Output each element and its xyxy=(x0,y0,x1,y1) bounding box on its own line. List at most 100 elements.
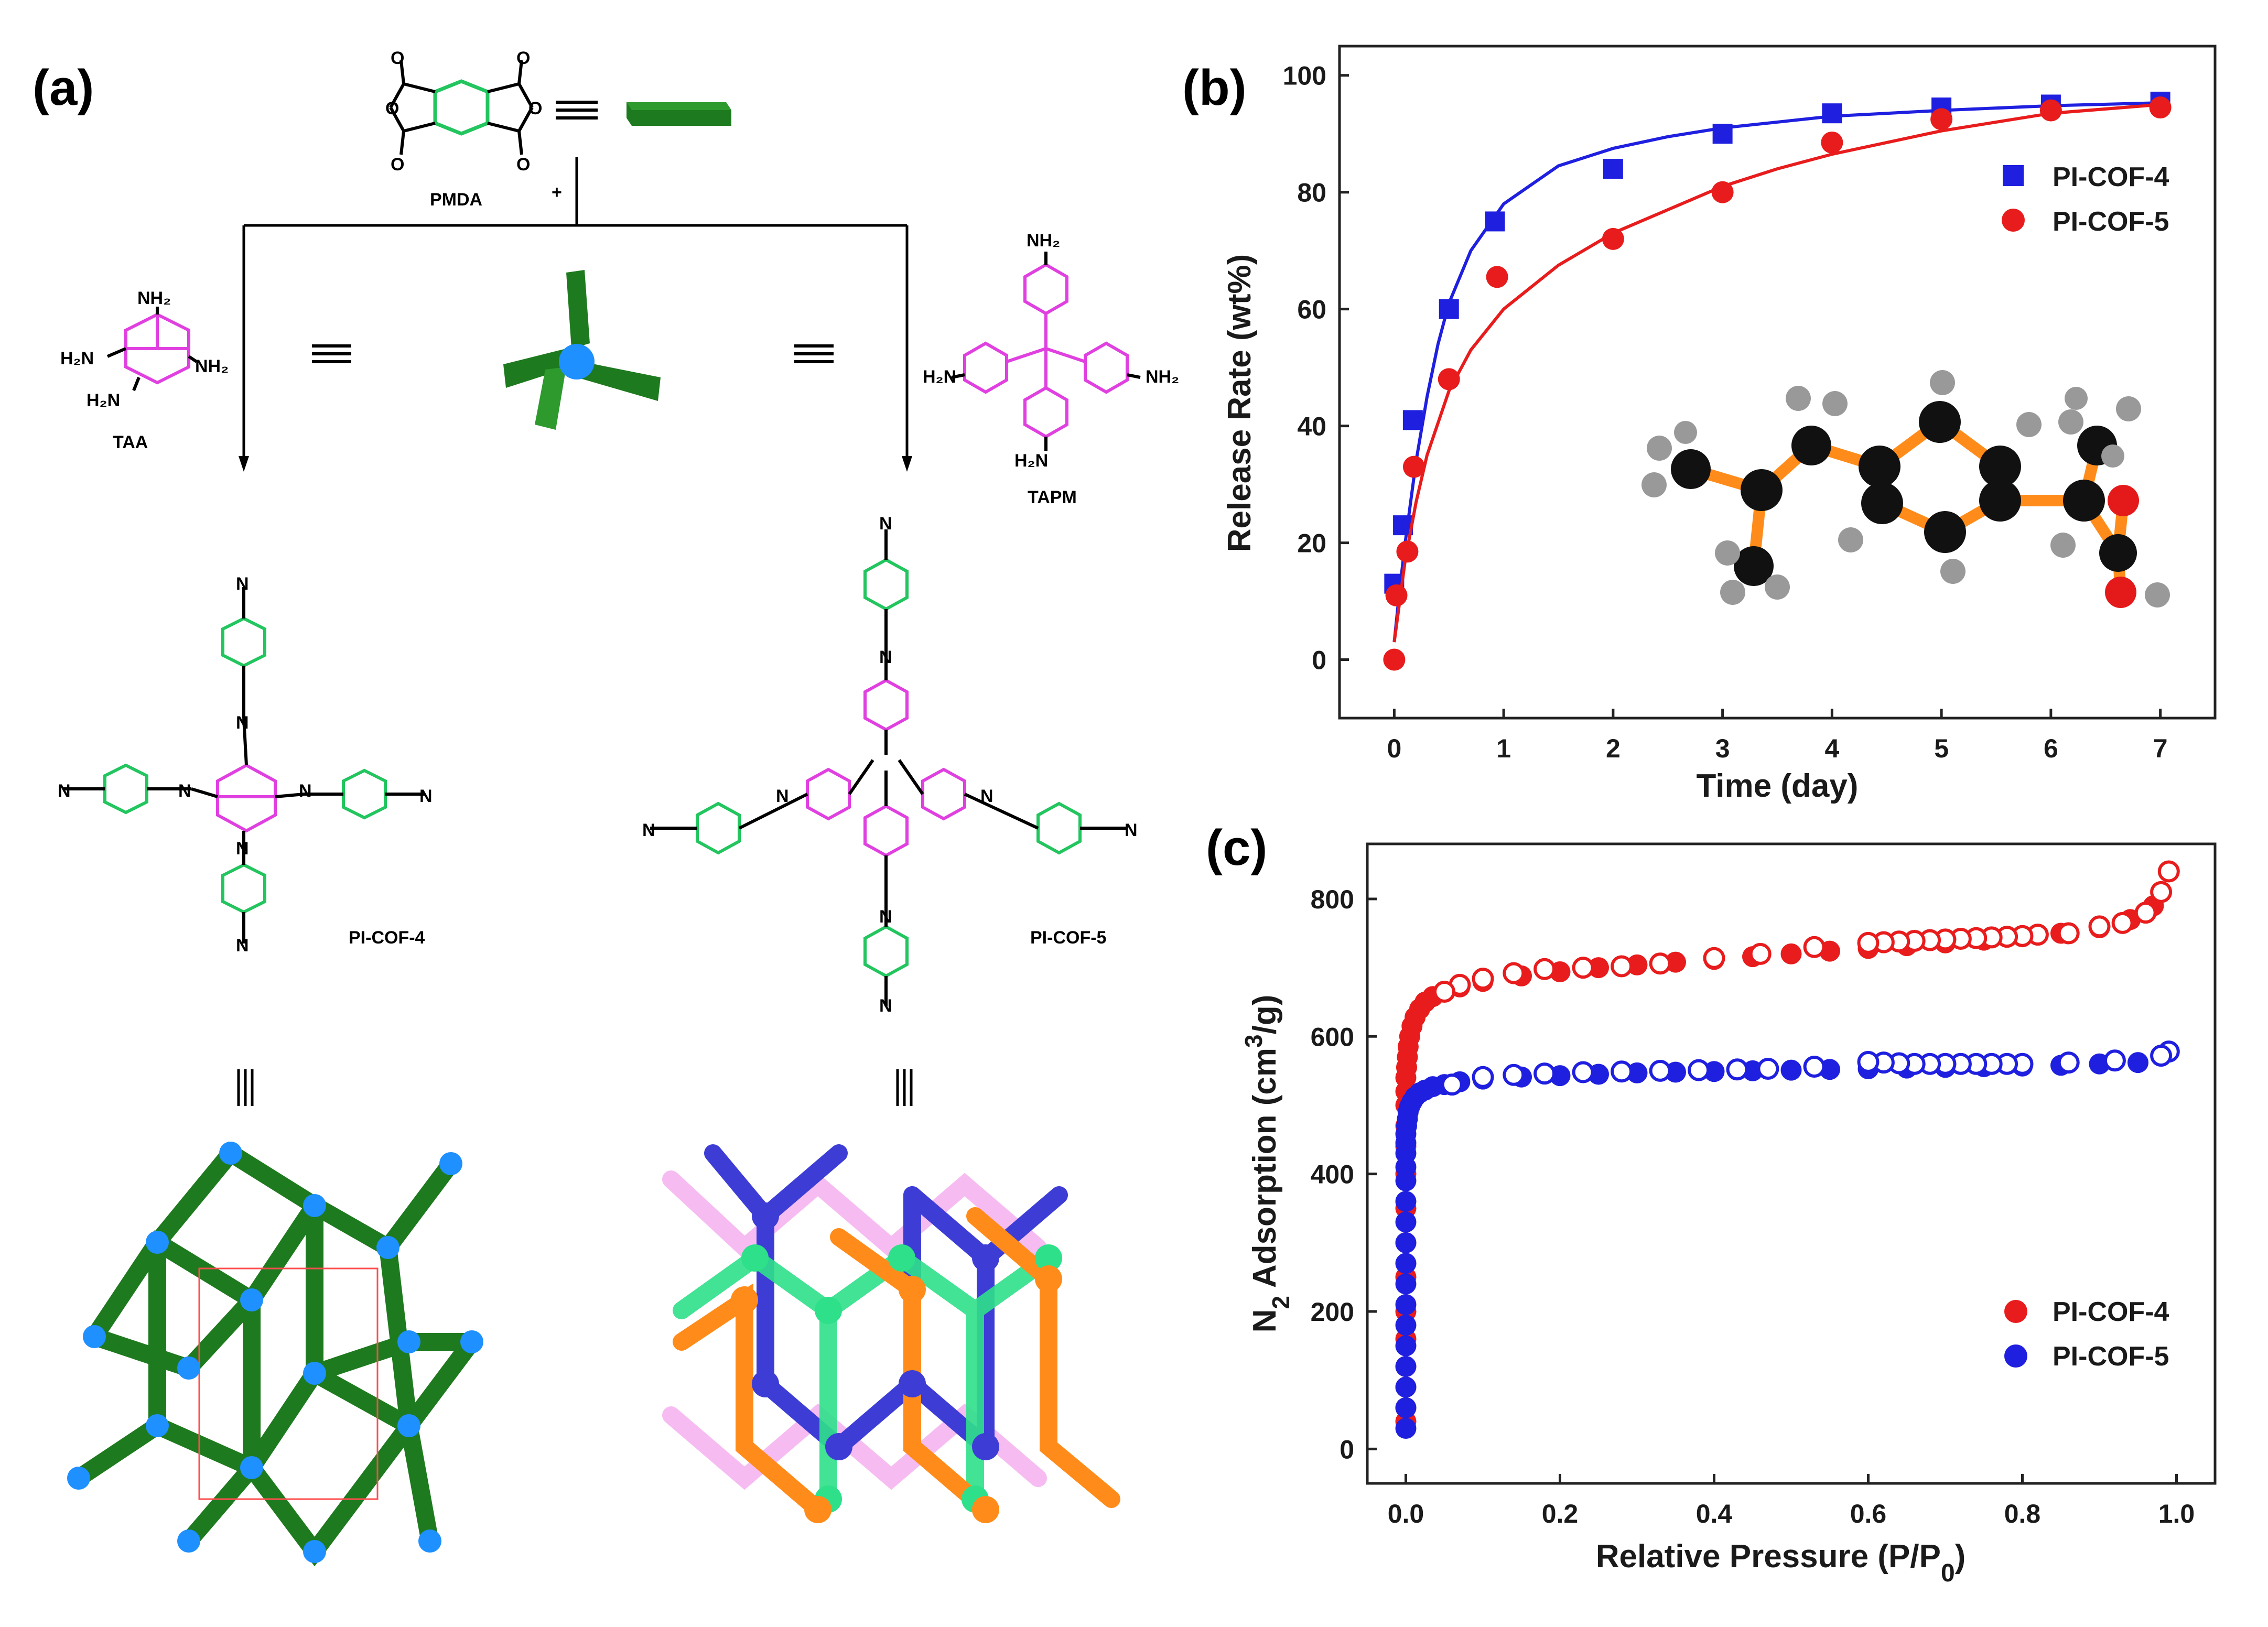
desorption-point xyxy=(1533,1062,1556,1085)
pmda-oxygen: O xyxy=(391,155,404,175)
desorption-point xyxy=(1857,1050,1880,1073)
adsorption-point xyxy=(1588,957,1609,979)
equiv-symbol xyxy=(312,344,351,363)
x-tick-label: 0.4 xyxy=(1696,1499,1733,1528)
desorption-point xyxy=(2134,902,2157,924)
desorption-point xyxy=(2111,912,2134,934)
desorption-point xyxy=(2150,1045,2173,1067)
x-tick-label: 0.0 xyxy=(1388,1499,1424,1528)
adsorption-point xyxy=(1395,1315,1417,1336)
desorption-point xyxy=(1611,1060,1633,1083)
legend-marker xyxy=(2004,1344,2027,1368)
data-point xyxy=(1402,410,1423,430)
y-tick-label: 60 xyxy=(1297,295,1326,324)
desorption-point xyxy=(1441,1073,1463,1096)
legend-label: PI-COF-5 xyxy=(2053,1341,2169,1372)
desorption-point xyxy=(1803,936,1826,958)
linker-rod-icon xyxy=(627,102,731,126)
x-tick-label: 7 xyxy=(2153,734,2168,763)
n-atom: N xyxy=(1125,820,1138,840)
adsorption-point xyxy=(1395,1418,1417,1439)
n-atom: N xyxy=(178,781,191,801)
equiv-symbol xyxy=(556,101,598,120)
pi-cof-4-network xyxy=(67,1141,483,1567)
data-point xyxy=(1821,131,1843,154)
equiv-symbol xyxy=(237,1069,913,1106)
adsorption-point xyxy=(1395,1253,1417,1274)
adsorption-point xyxy=(1395,1355,1417,1377)
n-atom: N xyxy=(879,996,892,1016)
n-atom: N xyxy=(299,781,312,801)
taa-label: TAA xyxy=(113,432,148,452)
panel-b: (b) 0 1 2 3 4 5 6 7 0 20 40 60 80 100 Time (day) Releas… xyxy=(1182,45,2217,804)
y-tick-label: 200 xyxy=(1311,1297,1354,1327)
pmda-oxygen: O xyxy=(516,155,530,175)
nh2-label: H₂N xyxy=(923,367,956,387)
taa-structure xyxy=(124,312,190,385)
nh2-label: NH₂ xyxy=(137,288,171,308)
adsorption-point xyxy=(1395,1335,1417,1357)
fit-curve-pi-cof-5 xyxy=(1392,103,2161,643)
legend-marker xyxy=(2004,1300,2027,1323)
data-point xyxy=(1486,266,1508,288)
data-point xyxy=(2039,99,2062,122)
desorption-point xyxy=(1649,1059,1671,1082)
x-tick-label: 0 xyxy=(1387,734,1401,763)
pmda-oxygen: O xyxy=(516,48,530,68)
y-axis-title: N2 Adsorption (cm3/g) xyxy=(1240,995,1294,1333)
data-point xyxy=(1930,108,1953,131)
n-atom: N xyxy=(879,907,892,927)
adsorption-point xyxy=(1395,1232,1417,1253)
n-atom: N xyxy=(236,713,249,733)
y-tick-label: 80 xyxy=(1297,178,1326,208)
fit-curve-pi-cof-4 xyxy=(1392,101,2161,643)
pmda-label: PMDA xyxy=(430,190,482,210)
reaction-arrows xyxy=(242,157,909,461)
adsorption-point xyxy=(1395,1273,1417,1295)
n-atom: N xyxy=(236,839,249,859)
data-point xyxy=(1396,540,1419,563)
x-tick-label: 1 xyxy=(1496,734,1511,763)
pi-cof-5-structure xyxy=(650,529,1127,1006)
desorption-point xyxy=(1611,955,1633,978)
desorption-point xyxy=(1503,962,1525,984)
y-tick-label: 600 xyxy=(1311,1022,1354,1051)
adsorption-point xyxy=(1780,943,1802,964)
panel-c: (c) 0.0 0.2 0.4 0.6 0.8 1.0 0 200 400 600 800 Relat… xyxy=(1206,820,2217,1587)
legend-label: PI-COF-5 xyxy=(2053,207,2169,237)
legend-marker xyxy=(2002,209,2025,232)
adsorption-point xyxy=(1395,1294,1417,1315)
y-tick-label: 40 xyxy=(1297,412,1326,441)
desorption-point xyxy=(1749,942,1772,965)
data-point xyxy=(1438,368,1460,391)
pmda-oxygen: O xyxy=(385,99,399,118)
x-tick-label: 3 xyxy=(1715,734,1730,763)
legend-marker xyxy=(2003,165,2024,186)
panel-c-label: (c) xyxy=(1206,820,1267,876)
n-atom: N xyxy=(419,786,433,806)
plot-frame xyxy=(1366,842,2217,1485)
data-point xyxy=(1485,211,1505,232)
n-atom: N xyxy=(236,574,249,594)
y-axis-title: Release Rate (wt%) xyxy=(1222,254,1258,552)
pmda-structure xyxy=(389,60,534,155)
data-point xyxy=(1712,124,1733,144)
adsorption-point xyxy=(1780,1059,1802,1081)
ibuprofen-molecule xyxy=(1641,370,2170,608)
desorption-point xyxy=(2057,1051,2080,1074)
panel-a: (a) O O O O O O PMDA + xyxy=(33,48,1179,1567)
n-atom: N xyxy=(642,820,655,840)
x-tick-label: 0.2 xyxy=(1542,1499,1579,1528)
x-tick-label: 0.6 xyxy=(1850,1499,1887,1528)
plus-sign: + xyxy=(552,182,562,202)
adsorption-point xyxy=(1395,1191,1417,1212)
pmda-oxygen: O xyxy=(391,48,404,68)
data-point xyxy=(1602,227,1624,250)
nh2-label: H₂N xyxy=(87,391,120,410)
data-point xyxy=(1439,299,1459,319)
y-tick-label: 400 xyxy=(1311,1160,1354,1189)
n-atom: N xyxy=(980,786,993,806)
equiv-symbol xyxy=(794,344,834,363)
n-atom: N xyxy=(58,781,71,801)
adsorption-point xyxy=(1395,1211,1417,1233)
